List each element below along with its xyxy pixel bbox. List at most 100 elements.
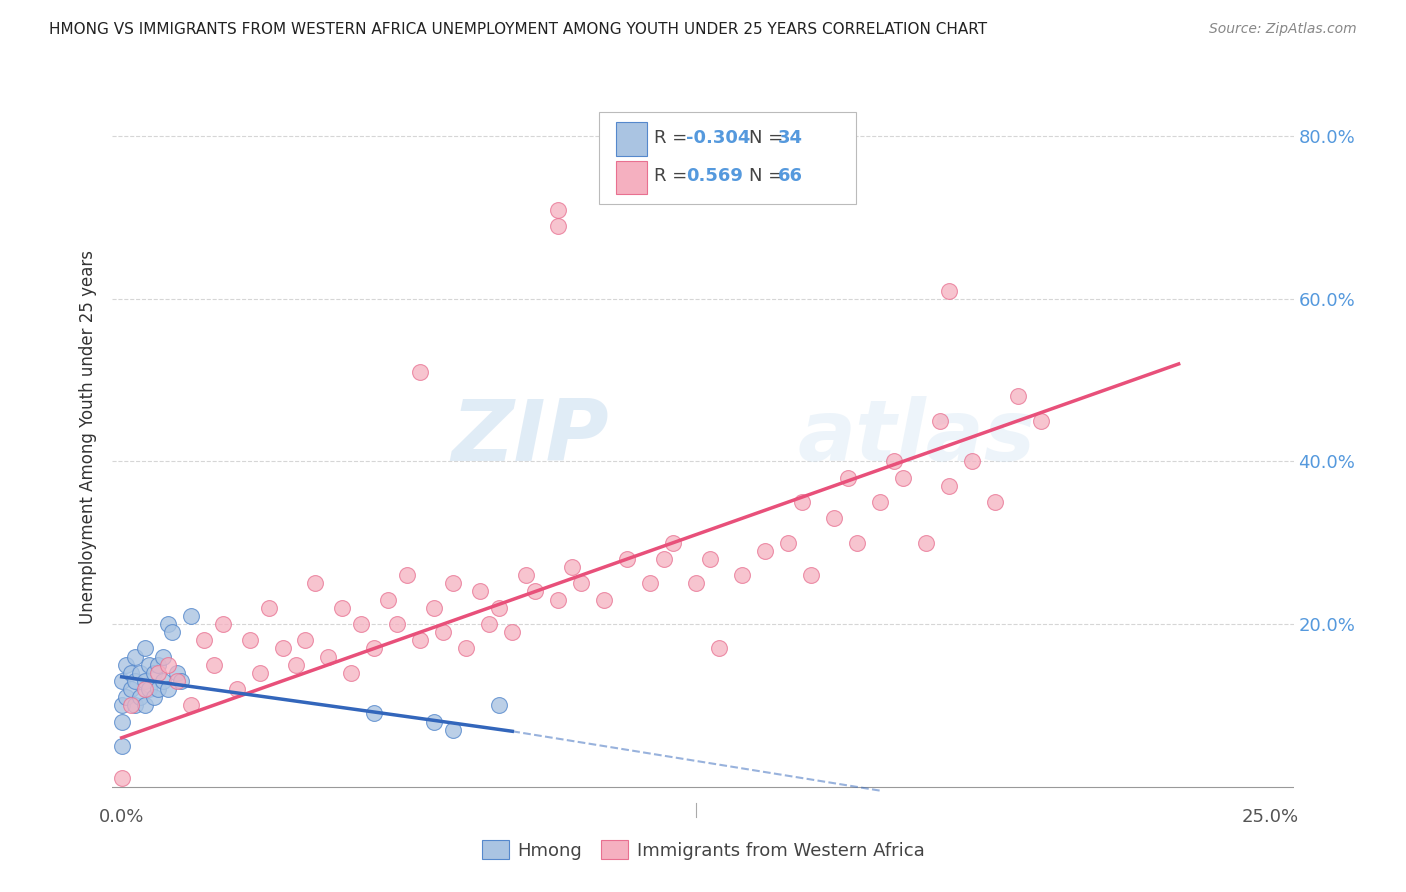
Point [790, 495, 813, 509]
Point [156, 657, 179, 672]
Point [699, 552, 721, 566]
Point [1029, 414, 1052, 428]
Point [441, 576, 464, 591]
Point [318, 649, 340, 664]
Point [124, 673, 146, 688]
Point [547, 592, 569, 607]
Point [111, 739, 134, 753]
Point [349, 617, 371, 632]
Point [166, 673, 188, 688]
Point [120, 698, 142, 713]
Text: R =: R = [654, 129, 693, 147]
Point [387, 617, 409, 632]
Point [294, 633, 316, 648]
Point [170, 673, 193, 688]
Text: HMONG VS IMMIGRANTS FROM WESTERN AFRICA UNEMPLOYMENT AMONG YOUTH UNDER 25 YEARS : HMONG VS IMMIGRANTS FROM WESTERN AFRICA … [49, 22, 987, 37]
Legend: Hmong, Immigrants from Western Africa: Hmong, Immigrants from Western Africa [474, 833, 932, 867]
Point [180, 608, 202, 623]
Point [960, 454, 983, 468]
Point [134, 698, 156, 713]
Point [257, 600, 280, 615]
Point [211, 617, 233, 632]
Point [456, 641, 478, 656]
Point [193, 633, 215, 648]
Point [1007, 389, 1029, 403]
Point [593, 592, 616, 607]
Point [129, 690, 152, 705]
Point [928, 414, 950, 428]
Point [409, 633, 432, 648]
Point [938, 284, 960, 298]
Point [915, 535, 938, 549]
Point [363, 641, 385, 656]
Point [142, 690, 165, 705]
Point [148, 665, 170, 680]
Point [134, 641, 156, 656]
Point [285, 657, 308, 672]
Text: -0.304: -0.304 [686, 129, 751, 147]
Point [124, 649, 146, 664]
Point [652, 552, 675, 566]
Point [115, 657, 138, 672]
Point [271, 641, 294, 656]
Point [330, 600, 353, 615]
Point [441, 723, 464, 737]
Point [138, 657, 160, 672]
Text: ZIP: ZIP [451, 395, 609, 479]
Point [837, 471, 859, 485]
Point [883, 454, 905, 468]
Point [304, 576, 326, 591]
Text: N =: N = [749, 167, 789, 185]
Point [432, 625, 454, 640]
Point [845, 535, 868, 549]
Point [984, 495, 1007, 509]
Point [501, 625, 523, 640]
Point [616, 552, 638, 566]
Point [156, 617, 179, 632]
Point [707, 641, 730, 656]
Y-axis label: Unemployment Among Youth under 25 years: Unemployment Among Youth under 25 years [79, 250, 97, 624]
Point [166, 665, 188, 680]
Point [160, 625, 183, 640]
Text: N =: N = [749, 129, 789, 147]
Point [938, 479, 960, 493]
Point [488, 600, 510, 615]
Text: atlas: atlas [797, 395, 1036, 479]
Point [468, 584, 491, 599]
Point [423, 600, 446, 615]
Text: 34: 34 [778, 129, 803, 147]
Point [891, 471, 914, 485]
Point [111, 698, 134, 713]
Point [152, 673, 174, 688]
Point [138, 681, 160, 696]
Point [524, 584, 547, 599]
Point [363, 706, 385, 721]
Point [148, 681, 170, 696]
Point [225, 681, 247, 696]
Point [377, 592, 399, 607]
Point [111, 673, 134, 688]
Point [120, 681, 142, 696]
Point [488, 698, 510, 713]
Point [547, 219, 569, 233]
Point [134, 681, 156, 696]
Text: 66: 66 [778, 167, 803, 185]
Point [202, 657, 225, 672]
Point [638, 576, 661, 591]
Point [239, 633, 262, 648]
Point [662, 535, 685, 549]
Point [395, 568, 418, 582]
Point [869, 495, 891, 509]
Point [142, 665, 165, 680]
Text: 0.569: 0.569 [686, 167, 742, 185]
Point [124, 698, 146, 713]
Point [129, 665, 152, 680]
Point [800, 568, 823, 582]
Point [561, 560, 583, 574]
Text: R =: R = [654, 167, 699, 185]
Point [111, 714, 134, 729]
Point [478, 617, 501, 632]
Point [152, 649, 174, 664]
Point [685, 576, 707, 591]
Point [115, 690, 138, 705]
